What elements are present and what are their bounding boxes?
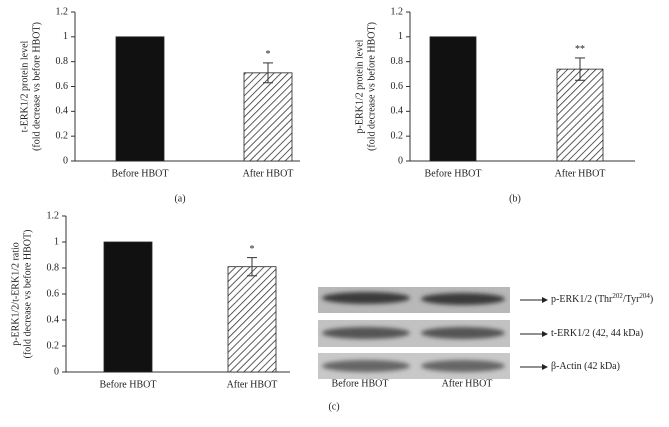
bar: [429, 36, 477, 162]
y-axis-label: p-ERK1/2/t-ERK1/2 ratio: [10, 242, 21, 346]
blot-label: β-Actin (42 kDa): [551, 361, 620, 372]
blot-band: [421, 360, 505, 372]
panel-label: (b): [509, 193, 521, 204]
x-tick-label: Before HBOT: [100, 379, 157, 390]
blot-label: t-ERK1/2 (42, 44 kDa): [551, 328, 643, 339]
y-axis-label: p-ERK1/2 protein level: [354, 39, 365, 133]
y-axis-label: (fold decrease vs before HBOT): [31, 22, 42, 151]
blot-label-part: t-ERK1/2 (42, 44 kDa): [551, 328, 643, 339]
y-tick-label: 0.2: [391, 130, 404, 141]
y-tick-label: 0.4: [391, 106, 404, 117]
panel-label: (c): [328, 401, 339, 412]
y-tick-label: 0: [398, 155, 403, 166]
y-tick-label: 0: [63, 155, 68, 166]
y-axis-label: (fold decrease vs before HBOT): [366, 22, 377, 151]
significance-mark: *: [266, 49, 271, 60]
y-axis-label: t-ERK1/2 protein level: [19, 40, 30, 132]
blot-label-part: /Tyr: [623, 294, 640, 305]
bar: [103, 241, 153, 373]
y-tick-label: 0.2: [47, 340, 60, 351]
blot-label-part: 204: [639, 292, 650, 300]
bar: [227, 266, 277, 373]
bar: [556, 68, 604, 162]
y-tick-label: 0: [54, 366, 59, 377]
blot-band: [322, 327, 410, 339]
blot-label-part: p-ERK1/2 (Thr: [551, 294, 613, 305]
y-tick-label: 0.6: [56, 81, 69, 92]
blot-band: [421, 327, 505, 339]
blot-label: p-ERK1/2 (Thr202/Tyr204): [551, 292, 653, 306]
y-tick-label: 1: [63, 31, 68, 42]
blot-label-part: ): [650, 294, 653, 305]
y-tick-label: 1.2: [56, 6, 69, 17]
western-blot: [318, 287, 510, 379]
blot-band: [322, 360, 410, 372]
lane-label: After HBOT: [442, 378, 493, 389]
x-tick-label: After HBOT: [555, 168, 606, 179]
panel-label: (a): [174, 193, 185, 204]
y-tick-label: 0.4: [56, 106, 69, 117]
bar: [243, 72, 293, 162]
x-tick-label: Before HBOT: [425, 168, 482, 179]
blot-band: [322, 292, 410, 304]
significance-mark: *: [250, 244, 255, 255]
significance-mark: **: [575, 44, 585, 55]
arrow-head: [542, 297, 548, 303]
arrow-head: [542, 364, 548, 370]
y-tick-label: 0.8: [56, 56, 69, 67]
blot-label-part: 202: [612, 292, 623, 300]
y-tick-label: 0.8: [47, 262, 60, 273]
blot-band: [421, 293, 505, 305]
y-tick-label: 1.2: [47, 210, 60, 221]
y-tick-label: 0.6: [391, 81, 404, 92]
y-tick-label: 0.2: [56, 130, 69, 141]
arrow-head: [542, 331, 548, 337]
y-axis-label: (fold decrease vs before HBOT): [22, 230, 33, 359]
y-tick-label: 0.4: [47, 314, 60, 325]
y-tick-label: 1: [398, 31, 403, 42]
x-tick-label: After HBOT: [243, 168, 294, 179]
y-tick-label: 1: [54, 236, 59, 247]
y-tick-label: 0.6: [47, 288, 60, 299]
blot-label-part: β-Actin (42 kDa): [551, 361, 620, 372]
x-tick-label: Before HBOT: [112, 168, 169, 179]
x-tick-label: After HBOT: [227, 379, 278, 390]
bar: [115, 36, 165, 162]
lane-label: Before HBOT: [332, 378, 389, 389]
y-tick-label: 1.2: [391, 6, 404, 17]
y-tick-label: 0.8: [391, 56, 404, 67]
